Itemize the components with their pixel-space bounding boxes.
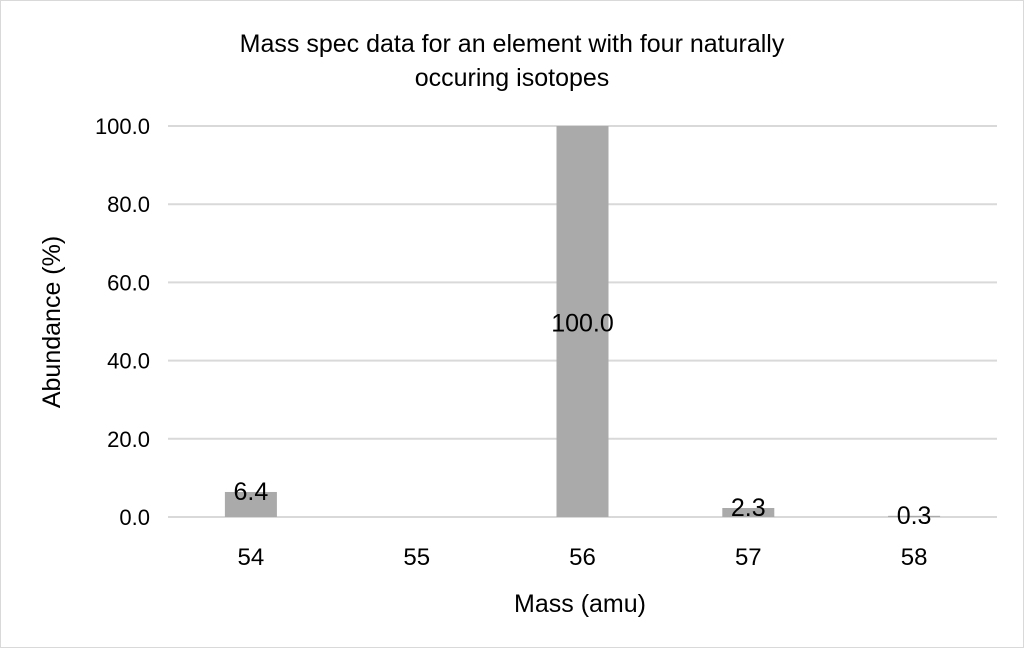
x-tick-label: 55 <box>403 544 430 571</box>
y-tick-label: 0.0 <box>119 505 150 530</box>
x-tick-label: 58 <box>901 544 928 571</box>
chart-title-line-2: occuring isotopes <box>415 64 610 92</box>
y-axis-label: Abundance (%) <box>38 236 66 408</box>
y-tick-label: 60.0 <box>107 270 150 295</box>
x-axis-label: Mass (amu) <box>514 590 646 618</box>
x-tick-label: 56 <box>569 544 596 571</box>
bar-57 <box>722 508 775 517</box>
y-tick-label: 20.0 <box>107 427 150 452</box>
bar-54 <box>224 491 277 517</box>
x-tick-label: 57 <box>735 544 762 571</box>
chart-title-line-1: Mass spec data for an element with four … <box>240 30 785 58</box>
bar-58 <box>888 515 941 517</box>
y-tick-label: 100.0 <box>95 114 150 139</box>
x-tick-label: 54 <box>238 544 265 571</box>
data-label: 100.0 <box>551 310 614 338</box>
data-label: 2.3 <box>731 494 766 522</box>
data-label: 0.3 <box>897 502 932 530</box>
bar-56 <box>556 126 609 517</box>
y-tick-label: 40.0 <box>107 349 150 374</box>
y-tick-label: 80.0 <box>107 192 150 217</box>
data-label: 6.4 <box>234 478 269 506</box>
